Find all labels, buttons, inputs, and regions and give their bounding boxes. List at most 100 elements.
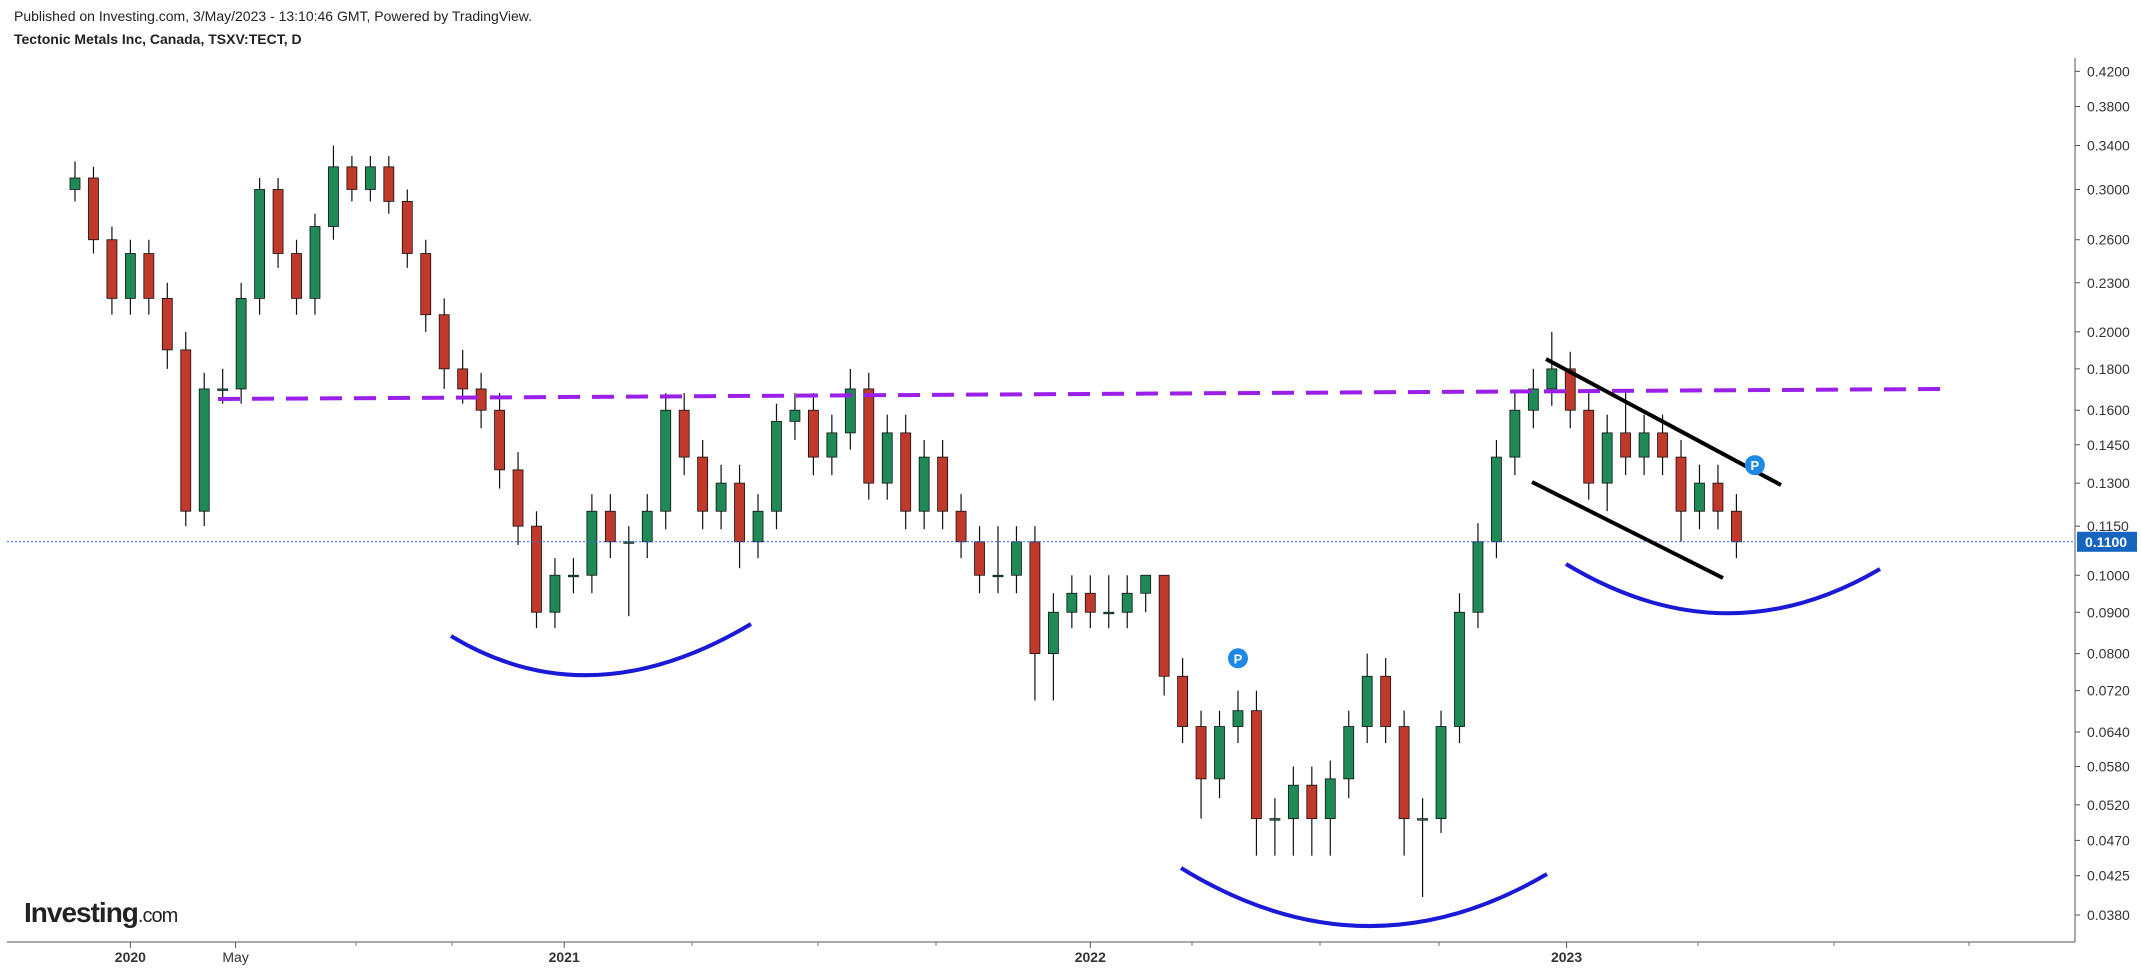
- candle-body: [1121, 592, 1133, 613]
- candle-body: [660, 409, 672, 512]
- candle-body: [198, 388, 210, 512]
- last-price-label: 0.1100: [2085, 534, 2127, 550]
- candle-body: [1638, 432, 1650, 458]
- candle-body: [1546, 368, 1558, 390]
- candle-body: [1084, 592, 1096, 613]
- candle-body: [844, 388, 856, 434]
- candle-body: [918, 456, 930, 512]
- candle-body: [937, 456, 949, 512]
- candle-body: [143, 253, 155, 299]
- candle-body: [752, 510, 764, 543]
- marker-label: P: [1234, 651, 1243, 666]
- candle-body: [1343, 726, 1355, 780]
- y-tick-label: 0.1300: [2087, 475, 2130, 491]
- candle-body: [383, 166, 395, 202]
- candle-body: [1195, 726, 1207, 780]
- candle-body: [1251, 710, 1262, 820]
- candle-body: [512, 469, 524, 527]
- candle-body: [457, 368, 469, 390]
- candle-body: [1435, 726, 1447, 820]
- candle-body: [1509, 409, 1521, 458]
- y-tick-label: 0.2600: [2087, 232, 2130, 248]
- arc-right: [1564, 562, 1882, 616]
- candle-body: [1232, 710, 1244, 727]
- y-tick-label: 0.0900: [2087, 604, 2130, 620]
- candle-body: [1214, 726, 1225, 780]
- y-tick-label: 0.0580: [2087, 759, 2130, 775]
- candle-body: [291, 253, 302, 299]
- candle-body: [272, 189, 284, 254]
- y-tick-label: 0.1600: [2087, 402, 2130, 418]
- candle-body: [1620, 432, 1632, 458]
- candle-body: [364, 166, 376, 190]
- y-tick-label: 0.3000: [2087, 181, 2130, 197]
- candle-body: [1712, 482, 1724, 512]
- candle-body: [1361, 675, 1373, 727]
- marker: [1744, 455, 1765, 476]
- candle-body: [1472, 541, 1484, 613]
- channel-lower: [1531, 480, 1724, 580]
- candle-body: [900, 432, 912, 512]
- candle-body: [1324, 778, 1336, 820]
- candle-body: [420, 253, 432, 316]
- candle-body: [180, 349, 192, 512]
- candle-body: [1140, 574, 1152, 594]
- candle-body: [955, 510, 967, 543]
- candle-body: [1454, 611, 1465, 727]
- y-tick-label: 0.3400: [2087, 138, 2130, 154]
- logo-suffix: .com: [138, 905, 178, 927]
- candle-body: [161, 297, 173, 351]
- candle-body: [106, 239, 118, 299]
- candle-body: [1177, 675, 1188, 727]
- candle-body: [1417, 818, 1428, 821]
- candle-body: [1287, 784, 1299, 820]
- y-tick-label: 0.2000: [2087, 324, 2130, 340]
- candle-body: [88, 177, 99, 241]
- candle-body: [328, 166, 339, 227]
- published-note: Published on Investing.com, 3/May/2023 -…: [14, 8, 532, 24]
- candle-body: [678, 409, 690, 458]
- y-tick-label: 0.3800: [2087, 98, 2130, 114]
- y-tick-label: 0.0720: [2087, 683, 2130, 699]
- candle-body: [974, 541, 985, 576]
- candle-body: [1601, 432, 1613, 484]
- candle-body: [1158, 574, 1170, 677]
- logo-brand: Investing.com: [24, 897, 178, 928]
- candle-body: [1491, 456, 1502, 543]
- candle-body: [1398, 726, 1410, 820]
- candle-body: [992, 574, 1004, 578]
- candle-body: [697, 456, 709, 512]
- x-tick-label: 2022: [1075, 949, 1106, 965]
- candle-body: [1029, 541, 1041, 655]
- candle-body: [863, 388, 875, 484]
- y-tick-label: 0.0800: [2087, 646, 2130, 662]
- y-tick-label: 0.0425: [2087, 868, 2130, 884]
- logo-brand-text: Investing: [24, 897, 138, 928]
- candle-body: [1583, 409, 1595, 484]
- y-tick-label: 0.0380: [2087, 907, 2130, 923]
- arc-middle: [1179, 866, 1549, 929]
- candle-body: [881, 432, 893, 484]
- candle-body: [586, 510, 598, 576]
- y-tick-label: 0.2300: [2087, 275, 2130, 291]
- y-tick-label: 0.0520: [2087, 797, 2130, 813]
- candle-body: [475, 388, 487, 411]
- candle-body: [438, 314, 450, 370]
- candle-body: [254, 189, 266, 299]
- chart-title: Tectonic Metals Inc, Canada, TSXV:TECT, …: [14, 31, 302, 47]
- candle-body: [1675, 456, 1687, 512]
- last-price-box: [2077, 531, 2137, 552]
- y-tick-label: 0.1000: [2087, 567, 2130, 583]
- x-tick-label: 2023: [1551, 949, 1582, 965]
- candle-body: [1527, 388, 1539, 411]
- candle-body: [1047, 611, 1059, 655]
- y-tick-label: 0.1450: [2087, 437, 2130, 453]
- logo: Investing.com: [24, 897, 179, 928]
- y-tick-label: 0.0470: [2087, 832, 2130, 848]
- candle-body: [1066, 592, 1078, 613]
- candle-body: [715, 482, 727, 512]
- marker: [1227, 648, 1248, 669]
- candle-body: [309, 226, 321, 299]
